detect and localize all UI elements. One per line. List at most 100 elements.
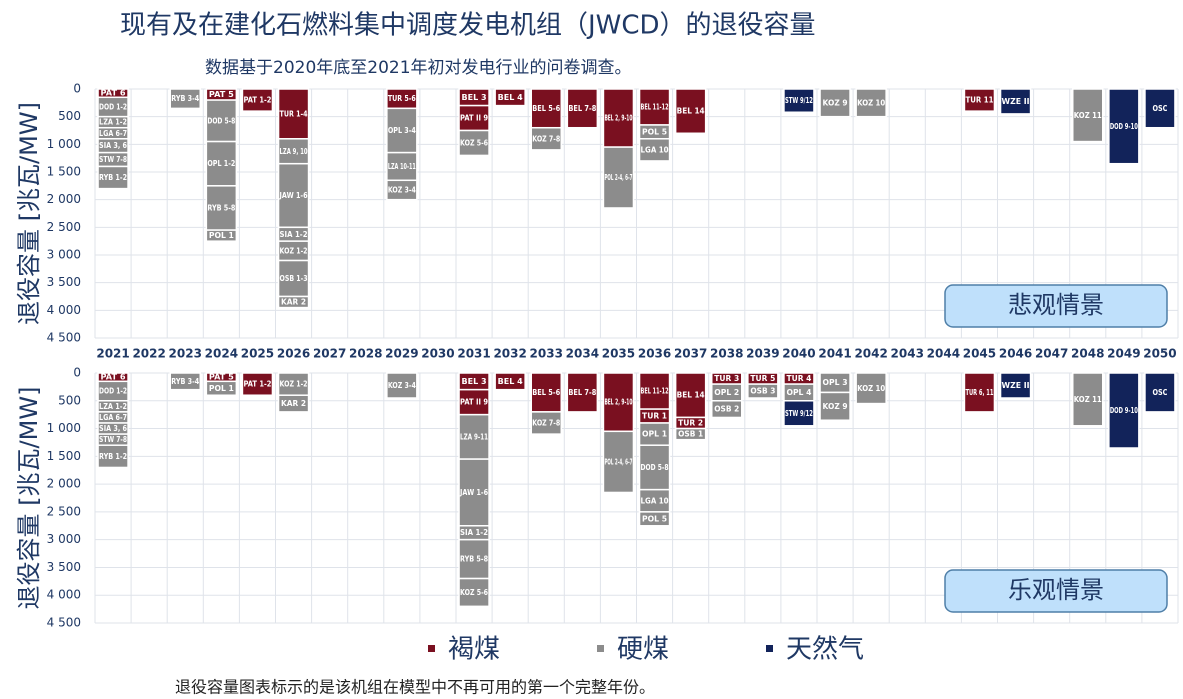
x-tick-label: 2044: [927, 347, 960, 361]
bar-segment: [169, 88, 201, 110]
bar-segment: [783, 88, 815, 113]
segment-label: POL 2-4, 6-7: [604, 173, 632, 182]
segment-label: OPL 4: [786, 388, 811, 397]
y-tick-label: 3 500: [47, 275, 81, 289]
bar-segment: [205, 99, 238, 143]
y-tick-label: 3 500: [47, 560, 81, 574]
y-tick-label: 1 000: [47, 421, 81, 435]
x-tick-label: 2038: [710, 347, 743, 361]
x-tick-label: 2033: [530, 347, 563, 361]
y-tick-label: 1 500: [47, 449, 81, 463]
legend-swatch: [766, 645, 773, 652]
bar-segment: [855, 88, 887, 118]
x-tick-label: 2035: [602, 347, 635, 361]
segment-label: POL 1: [209, 231, 234, 240]
segment-label: LZA 1-2: [99, 402, 127, 411]
segment-label: STW 7-8: [99, 155, 127, 164]
legend-label: 褐煤: [448, 635, 500, 665]
y-tick-label: 500: [58, 109, 81, 123]
x-tick-label: 2027: [313, 347, 346, 361]
legend-swatch: [428, 645, 435, 652]
chart-title: 现有及在建化石燃料集中调度发电机组（JWCD）的退役容量: [120, 11, 816, 41]
segment-label: POL 2-4, 6-7: [604, 457, 632, 466]
segment-label: KOZ 11: [1074, 395, 1102, 404]
bar-segment: [458, 388, 490, 416]
y-tick-label: 2 000: [47, 192, 81, 206]
y-axis-label: 退役容量 [兆瓦/MW]: [15, 387, 43, 610]
bar-segment: [530, 88, 562, 129]
bar-segment: [566, 372, 599, 413]
scenario-label: 悲观情景: [1008, 291, 1104, 319]
segment-label: WZE II: [1002, 97, 1030, 106]
y-tick-label: 0: [73, 366, 81, 380]
segment-label: BEL 2, 9-10: [604, 114, 632, 123]
bar-segment: [783, 400, 815, 427]
y-tick-label: 1 500: [47, 165, 81, 179]
bar-segment: [602, 88, 635, 148]
segment-label: KOZ 7-8: [532, 419, 560, 428]
segment-label: TUR 3: [714, 374, 739, 383]
chart-subtitle: 数据基于2020年底至2021年初对发电行业的问卷调查。: [205, 58, 632, 78]
bar-segment: [205, 229, 238, 242]
segment-label: TUR 11: [965, 96, 993, 105]
bar-segment: [638, 444, 671, 491]
segment-label: SIA 3, 6: [99, 141, 127, 150]
bar-segment: [386, 372, 418, 399]
segment-label: LZA 9-11: [460, 432, 488, 441]
segment-label: OPL 1-2: [207, 159, 235, 168]
bar-segment: [530, 126, 562, 151]
segment-label: LGA 10: [641, 145, 669, 154]
x-tick-label: 2026: [277, 347, 310, 361]
bar-segment: [458, 104, 490, 132]
segment-label: JAW 1-6: [279, 191, 308, 200]
segment-label: BEL 14: [677, 391, 705, 400]
segment-label: BEL 11-12: [641, 102, 669, 111]
bar-segment: [999, 88, 1032, 115]
bar-segment: [386, 151, 418, 182]
segment-label: KAR 2: [281, 298, 306, 307]
segment-label: KOZ 11: [1074, 111, 1102, 120]
segment-label: SIA 1-2: [460, 528, 488, 537]
bar-segment: [819, 391, 851, 421]
y-tick-label: 4 500: [47, 331, 81, 345]
segment-label: RYB 5-8: [207, 203, 235, 212]
bar-segment: [241, 88, 274, 112]
bar-segment: [1144, 372, 1176, 413]
bar-segment: [674, 88, 707, 135]
y-tick-label: 3 000: [47, 532, 81, 546]
segment-label: PAT II 9: [460, 114, 488, 123]
bar-segment: [277, 394, 310, 413]
segment-label: BEL 7-8: [568, 388, 596, 397]
segment-label: JAW 1-6: [459, 488, 488, 497]
segment-label: LZA 10-11: [388, 162, 416, 171]
bar-segment: [169, 372, 201, 391]
segment-label: DOD 9-10: [1110, 122, 1138, 131]
segment-label: OSC: [1152, 104, 1167, 113]
x-tick-label: 2040: [782, 347, 815, 361]
bar-segment: [999, 372, 1032, 399]
segment-label: KOZ 5-6: [460, 138, 488, 147]
bar-segment: [277, 295, 310, 309]
x-tick-label: 2048: [1071, 347, 1104, 361]
x-tick-label: 2045: [963, 347, 996, 361]
bar-segment: [1108, 88, 1140, 165]
segment-label: KOZ 10: [857, 98, 885, 107]
legend-swatch: [597, 645, 604, 652]
x-tick-label: 2034: [566, 347, 599, 361]
x-tick-label: 2043: [891, 347, 924, 361]
segment-label: KOZ 1-2: [280, 380, 308, 389]
segment-label: STW 9/12: [785, 409, 813, 418]
x-tick-label: 2023: [169, 347, 202, 361]
y-tick-label: 2 500: [47, 504, 81, 518]
bar-segment: [963, 372, 996, 413]
segment-label: KAR 2: [281, 399, 306, 408]
segment-label: PAT 1-2: [243, 96, 271, 105]
bar-segment: [494, 88, 526, 107]
segment-label: OSC: [1152, 388, 1167, 397]
y-tick-label: 4 500: [47, 616, 81, 630]
x-tick-label: 2042: [854, 347, 887, 361]
segment-label: WZE II: [1002, 381, 1030, 390]
x-tick-label: 2039: [746, 347, 779, 361]
